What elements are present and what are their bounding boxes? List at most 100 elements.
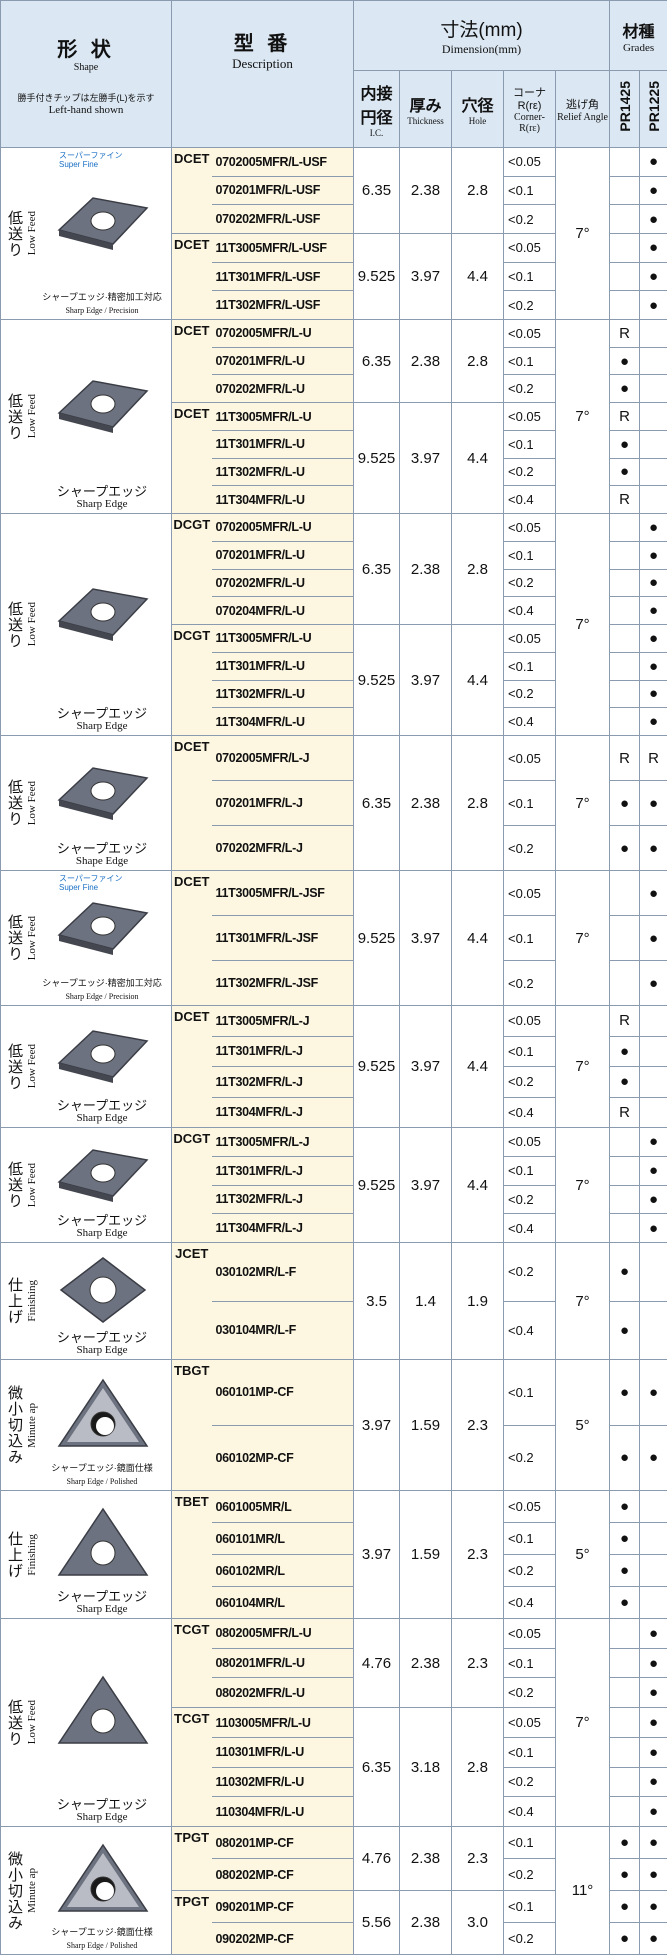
grade-cell: ● [639,1127,667,1157]
edge-jp: シャープエッジ [56,1098,148,1113]
data-row: TPGT 090201MP-CF 5.56 2.38 3.0 <0.1 ● ● [1,1890,667,1955]
corner-radius: <0.1 [503,346,556,376]
grade-cell: ● [609,429,641,459]
prefix: DCET [171,402,212,514]
model: 11T3005MFR/L-U [211,402,354,431]
grade-cell [609,175,641,206]
corner-radius: <0.4 [503,596,556,625]
grade-cell [609,261,641,292]
feed-jp: 仕上げ [6,1277,23,1325]
dimension-ic: 9.525 [353,624,400,736]
shape-cell: 低送り Low Feed シャープエッジ Shape Edge [0,735,172,871]
model: 0702005MFR/L-U [211,319,354,348]
feed-en: Low Feed [26,394,38,439]
data-row: 030104MR/L-F <0.4 ● [1,1300,667,1360]
insert-part [90,1163,116,1182]
dimension-ic: 9.525 [353,870,400,1006]
description-header: 型 番 Description [171,0,354,148]
corner-radius: <0.05 [503,624,556,653]
model: 030104MR/L-F [211,1300,354,1360]
edge-en: Sharp Edge / Polished [66,1941,138,1950]
grade-cell: ● [609,1490,641,1523]
insert-part [59,621,113,641]
dimension-header: 寸法(mm) Dimension(mm) [352,0,611,71]
model: 11T301MFR/L-J [211,1035,354,1067]
grade-cell [609,1155,641,1186]
edge-jp: シャープエッジ [56,1213,148,1228]
grade-cell: ● [639,1677,667,1709]
grade-cell: ● [639,204,667,234]
grade-cell [639,485,667,514]
prefix: JCET [171,1242,212,1360]
dimension-thickness: 2.38 [399,147,452,234]
data-row: TCGT 1103005MFR/L-U 6.35 3.18 2.8 <0.05 ● [1,1707,667,1827]
corner-radius: <0.1 [503,175,556,206]
prefix: DCGT [171,513,212,625]
insert-icon [57,766,149,820]
feed-jp: 低送り [6,914,23,962]
grade-mark: ● [620,1498,630,1515]
grade-mark: R [619,408,630,425]
data-row: 11T304MFR/L-J <0.4 ● [1,1213,667,1243]
grade-mark: ● [649,1714,659,1731]
dimension-hole: 2.8 [451,513,504,625]
corner-radius: <0.2 [503,568,556,598]
prefix: DCET [171,318,212,404]
grade-cell [609,540,641,570]
model: 070201MFR/L-USF [211,175,354,206]
grade-cell [639,1242,667,1302]
table-body: スーパーファイン Super Fine 低送り Low Feed シャープエッジ·精密加… [0,147,667,1955]
grade-cell [609,651,641,681]
grade-mark: R [619,491,630,509]
prefix: DCET [171,1005,212,1128]
dimension-ic: 6.35 [353,318,400,404]
data-row: 060102MR/L <0.2 ● [1,1554,667,1587]
grade-cell: ● [639,1890,667,1923]
data-row: 仕上げ Finishing シャープエッジ Sharp Edge TBET 0601005… [0,1490,667,1619]
feed: 微小切込み Minute ap [4,1361,38,1490]
dimension-hole: 4.4 [451,1127,504,1243]
model: 11T302MFR/L-USF [211,290,354,320]
grade-cell [639,1490,667,1523]
grade-mark: ● [620,1073,630,1091]
edge-jp: シャープエッジ [56,1797,148,1812]
corner-radius: <0.05 [503,735,556,781]
model: 060101MR/L [211,1522,354,1555]
model: 070202MFR/L-U [211,374,354,404]
dimension-thickness: 3.97 [399,870,452,1006]
grade-cell: ● [609,1554,641,1587]
model: 11T3005MFR/L-JSF [211,870,354,916]
dimension-thickness: 3.97 [399,1127,452,1243]
dimension-ic: 6.35 [353,513,400,625]
shape-box: 微小切込み Minute ap シャープエッジ·鏡面仕様 Sharp Edge / P… [2,1828,171,1954]
grade-mark: ● [649,884,659,902]
edge: シャープエッジ Sharp Edge [35,1798,169,1824]
edge-jp: シャープエッジ·鏡面仕様 [51,1463,153,1473]
grade-cell [609,1736,641,1768]
dimension-hole: 2.3 [451,1826,504,1891]
grade-cell: ● [639,1736,667,1768]
feed-en: Low Feed [26,211,38,256]
corner-radius: <0.05 [503,1707,556,1738]
relief-angle: 7° [554,147,611,320]
dimension-thickness: 2.38 [399,513,452,625]
grade-mark: ● [649,518,659,536]
data-row: 11T302MFR/L-USF <0.2 ● [1,290,667,320]
grade-mark: ● [649,1162,659,1180]
feed: 低送り Low Feed [4,1007,38,1127]
header-row: 内接円径 I.C. 厚み Thickness 穴径 Hole コーナR(rε) Corner-… [1,70,667,148]
corner-radius: <0.1 [503,915,556,961]
data-row: 11T301MFR/L-USF <0.1 ● [1,261,667,292]
grade-cell [609,1647,641,1679]
model: 11T304MFR/L-J [211,1096,354,1128]
model: 080201MFR/L-U [211,1647,354,1679]
edge: シャープエッジ Sharp Edge [35,707,169,733]
grade-mark: ● [649,1898,659,1915]
grade-cell [639,346,667,376]
prefix: TBGT [171,1359,212,1491]
model: 11T302MFR/L-U [211,679,354,709]
data-row: 11T301MFR/L-JSF <0.1 ● [1,915,667,961]
data-row: 低送り Low Feed シャープエッジ Sharp Edge TCGT 0802005M… [0,1617,667,1827]
model: 11T302MFR/L-J [211,1066,354,1098]
